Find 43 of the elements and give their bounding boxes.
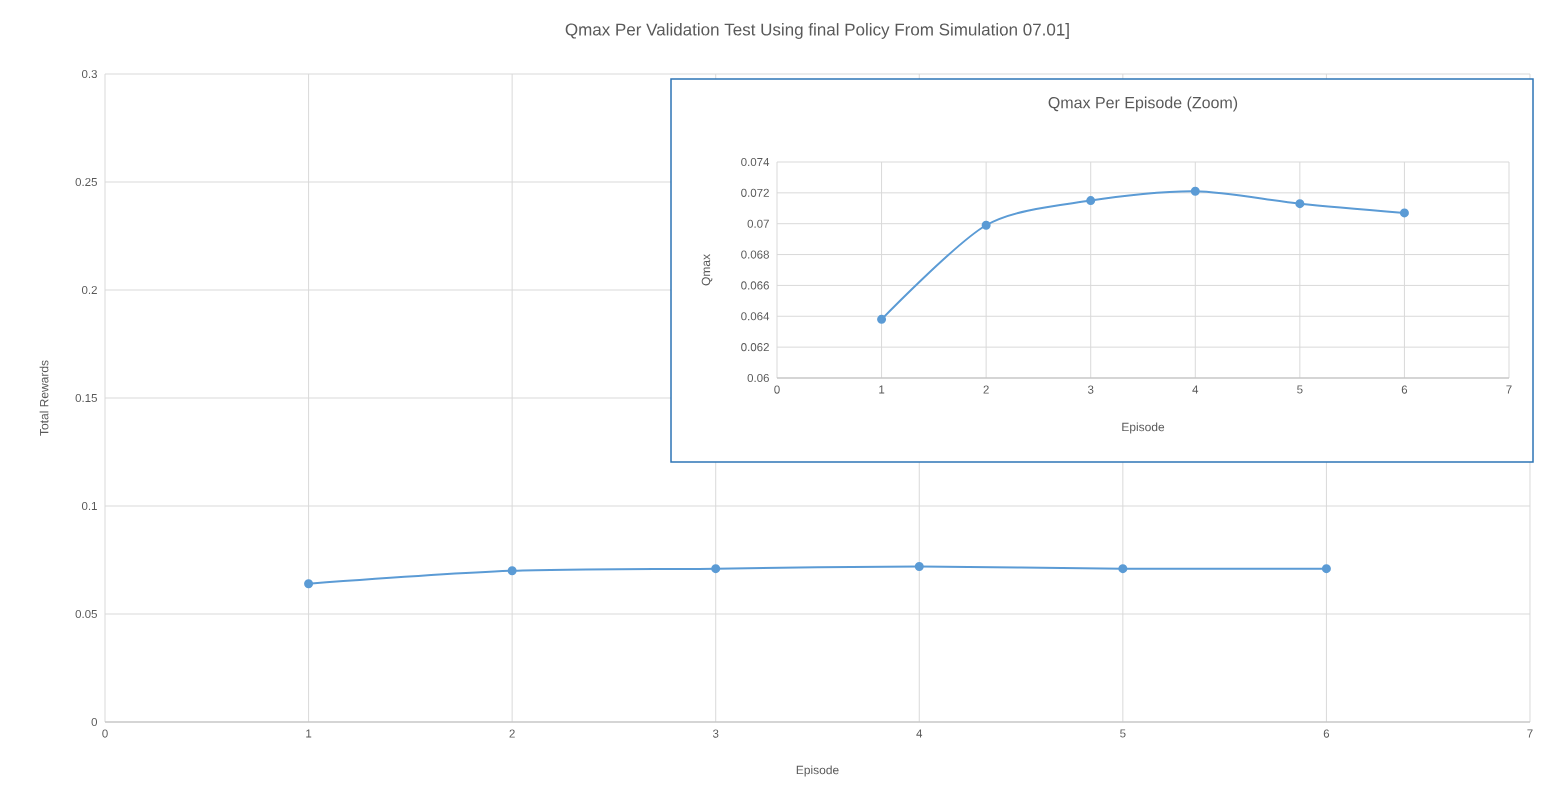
- y-tick-label: 0.07: [747, 219, 769, 228]
- y-tick-label: 0.062: [741, 343, 769, 352]
- y-tick-label: 0.066: [741, 281, 769, 290]
- y-tick-label: 0.068: [741, 250, 769, 259]
- y-tick-label: 0.06: [747, 373, 769, 383]
- point: [877, 314, 887, 324]
- x-tick-label: 2: [983, 385, 989, 394]
- y-tick-label: 0.15: [75, 393, 97, 403]
- y-tick-label: 0.2: [81, 285, 97, 295]
- x-tick-label: 2: [509, 729, 515, 738]
- y-tick-label: 0.3: [81, 69, 97, 79]
- y-axis-title: Total Rewards: [39, 360, 49, 436]
- y-tick-label: 0.072: [741, 188, 769, 197]
- y-axis-title: Qmax: [701, 254, 713, 286]
- x-tick-label: 4: [916, 729, 923, 738]
- x-tick-label: 7: [1506, 385, 1512, 394]
- x-tick-label: 6: [1401, 385, 1408, 394]
- point: [1399, 208, 1409, 218]
- y-tick-label: 0.064: [741, 312, 770, 321]
- x-tick-label: 0: [774, 385, 780, 394]
- point: [1086, 196, 1096, 206]
- chart-title: Qmax Per Validation Test Using final Policy From Simulation 07.01]: [565, 23, 1069, 39]
- x-tick-label: 1: [306, 729, 312, 738]
- point: [1295, 199, 1305, 209]
- x-tick-label: 6: [1323, 729, 1330, 738]
- x-axis-title: Episode: [1122, 422, 1165, 434]
- y-tick-label: 0.25: [75, 177, 97, 187]
- x-tick-label: 5: [1120, 729, 1126, 738]
- y-tick-label: 0.05: [75, 609, 97, 619]
- x-tick-label: 0: [102, 729, 108, 738]
- y-tick-label: 0.1: [81, 501, 97, 511]
- x-axis-title: Episode: [796, 765, 839, 777]
- x-tick-label: 7: [1527, 729, 1533, 738]
- point: [981, 220, 991, 230]
- x-tick-label: 5: [1297, 385, 1303, 394]
- x-tick-label: 3: [712, 729, 719, 738]
- x-tick-label: 4: [1192, 385, 1199, 394]
- x-tick-label: 1: [879, 385, 885, 394]
- point: [1190, 186, 1200, 196]
- x-tick-label: 3: [1087, 385, 1094, 394]
- y-tick-label: 0: [91, 717, 98, 727]
- chart-title: Qmax Per Episode (Zoom): [1048, 96, 1238, 112]
- y-tick-label: 0.074: [741, 157, 770, 167]
